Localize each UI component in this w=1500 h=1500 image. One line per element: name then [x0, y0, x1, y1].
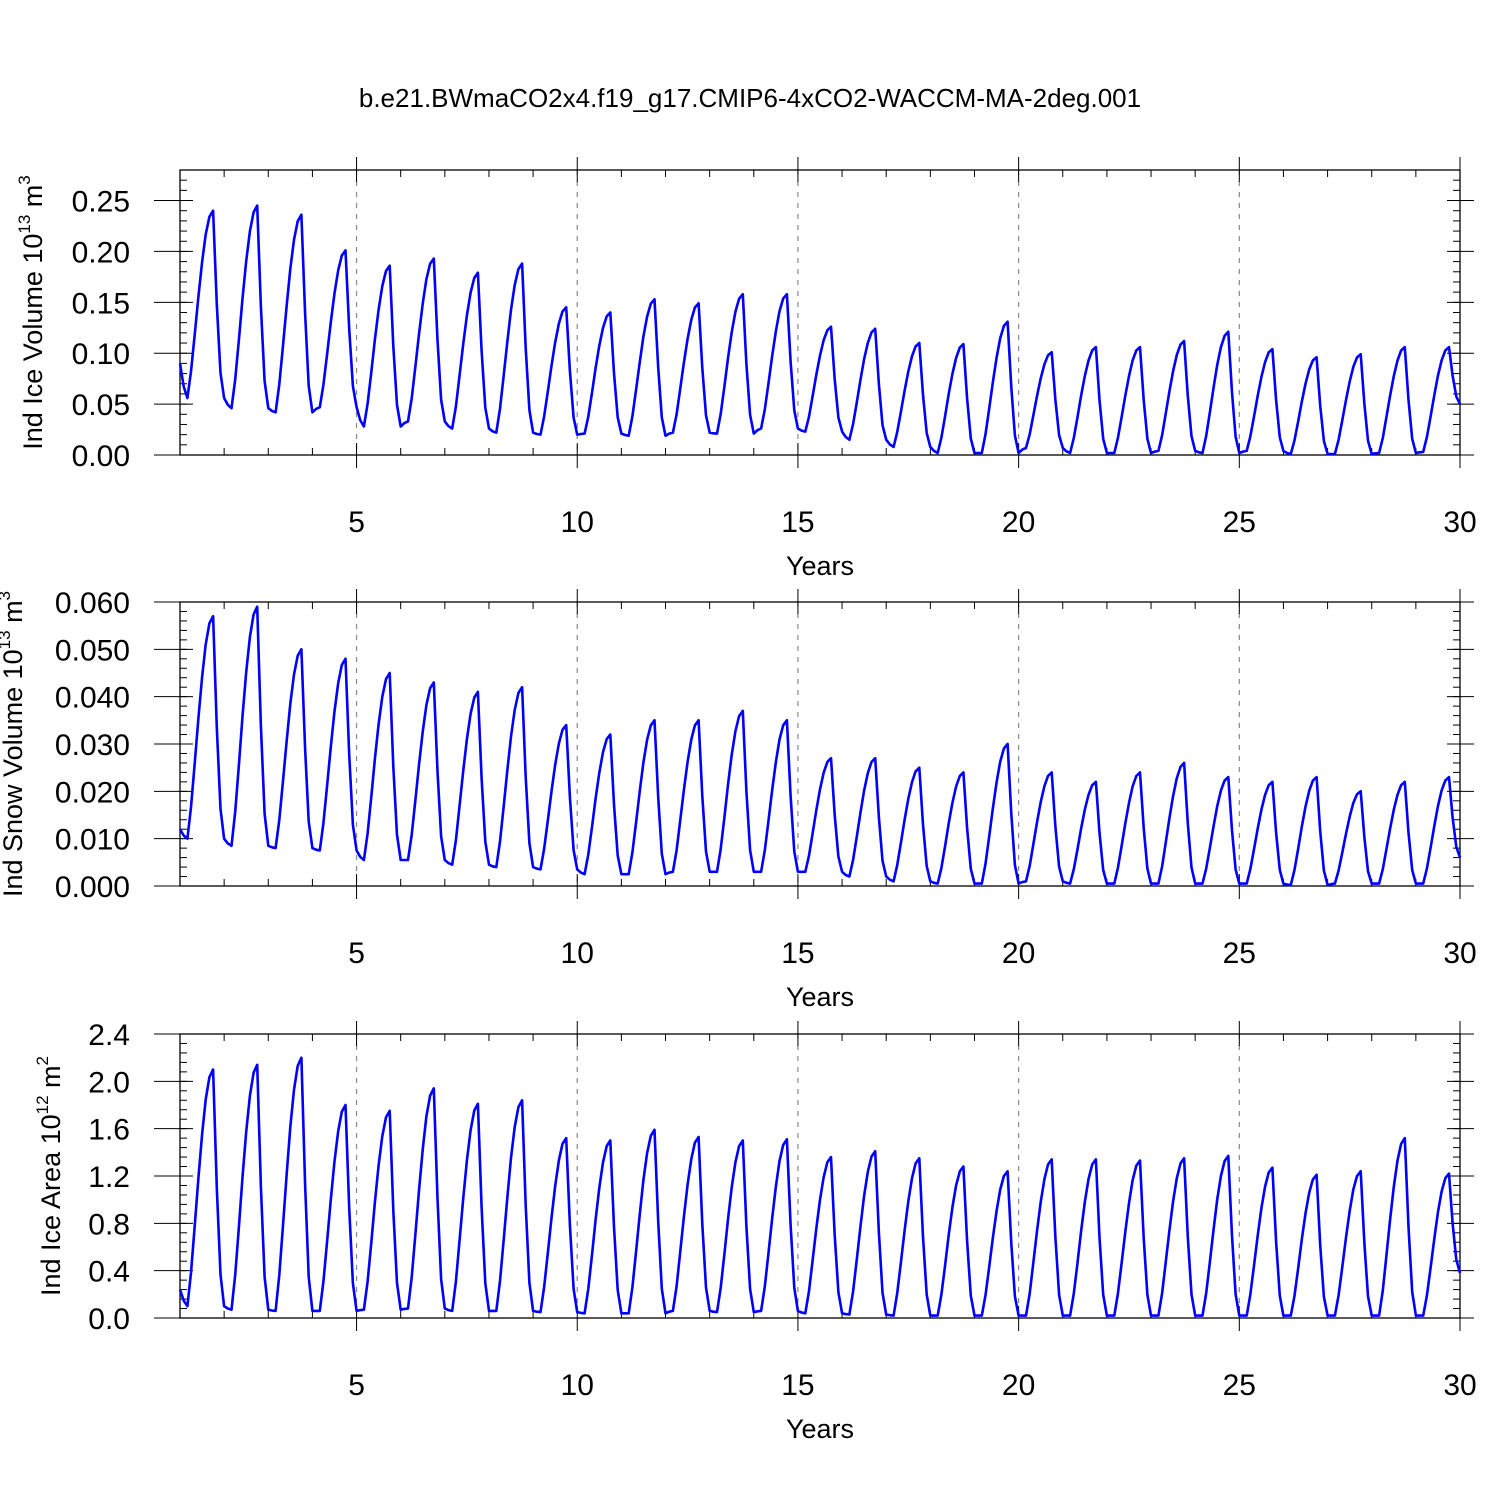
y-tick-label: 0.020 — [55, 776, 130, 809]
x-tick-label: 10 — [561, 506, 594, 539]
x-tick-label: 20 — [1002, 1369, 1035, 1402]
x-tick-label: 25 — [1223, 937, 1256, 970]
y-tick-label: 1.6 — [88, 1114, 130, 1147]
y-axis-title: Ind Snow Volume 1013 m3 — [0, 591, 28, 897]
y-axis-title-exp: 13 — [0, 630, 14, 649]
y-tick-label: 0.0 — [88, 1303, 130, 1336]
y-axis-title-exp: 13 — [15, 215, 34, 234]
x-tick-label: 30 — [1443, 1369, 1476, 1402]
y-tick-label: 0.4 — [88, 1256, 130, 1289]
x-axis-title: Years — [786, 1414, 854, 1444]
x-tick-label: 20 — [1002, 937, 1035, 970]
x-tick-label: 25 — [1223, 1369, 1256, 1402]
y-axis-title-unit: m — [36, 1065, 66, 1095]
x-axis-title: Years — [786, 551, 854, 581]
x-tick-label: 30 — [1443, 937, 1476, 970]
series-line-ice-area — [178, 1056, 1462, 1317]
y-tick-label: 0.10 — [72, 338, 130, 371]
y-tick-label: 0.25 — [72, 186, 130, 219]
x-tick-label: 20 — [1002, 506, 1035, 539]
y-axis-title: Ind Ice Area 1012 m2 — [33, 1056, 66, 1296]
y-axis-title: Ind Ice Volume 1013 m3 — [15, 175, 48, 450]
y-tick-label: 0.000 — [55, 871, 130, 904]
chart-title: b.e21.BWmaCO2x4.f19_g17.CMIP6-4xCO2-WACC… — [359, 83, 1141, 113]
y-axis-title-text: Ind Snow Volume 10 — [0, 649, 28, 897]
y-tick-label: 0.15 — [72, 287, 130, 320]
y-tick-label: 0.040 — [55, 682, 130, 715]
x-tick-label: 15 — [781, 1369, 814, 1402]
x-tick-label: 5 — [348, 506, 365, 539]
x-tick-label: 10 — [561, 1369, 594, 1402]
x-tick-label: 5 — [348, 937, 365, 970]
y-axis-title-unit: m — [18, 185, 48, 215]
y-tick-label: 0.050 — [55, 634, 130, 667]
y-tick-label: 0.20 — [72, 236, 130, 269]
series-line-snow-volume — [178, 605, 1462, 887]
x-axis-title: Years — [786, 982, 854, 1012]
y-tick-label: 0.060 — [55, 587, 130, 620]
x-tick-label: 10 — [561, 937, 594, 970]
y-axis-title-unit-exp: 3 — [0, 591, 14, 600]
x-tick-label: 30 — [1443, 506, 1476, 539]
x-tick-label: 25 — [1223, 506, 1256, 539]
chart-panels: 5 10 15 20 25 30Years0.000.050.100.150.200.25… — [0, 157, 1477, 1444]
panel-ice-volume: 5 10 15 20 25 30 Years 0.00 0.05 0.10 0.15 0.20 0.25… — [15, 157, 1477, 581]
x-tick-label: 15 — [781, 937, 814, 970]
panel-snow-volume: 5 10 15 20 25 30 Years 0.000 0.010 0.020 0.030 0.04… — [0, 587, 1477, 1012]
y-axis-title-unit-exp: 2 — [33, 1056, 52, 1065]
x-tick-label: 5 — [348, 1369, 365, 1402]
plot-frame — [179, 169, 1461, 456]
panel-ice-area: 5 10 15 20 25 30 Years 0.0 0.4 0.8 1.2 1.6 2.0 2.4 Ind… — [33, 1019, 1477, 1444]
x-tick-label: 15 — [781, 506, 814, 539]
y-axis-title-unit-exp: 3 — [15, 175, 34, 184]
y-tick-label: 2.4 — [88, 1019, 130, 1052]
y-axis-title-unit: m — [0, 600, 28, 630]
y-tick-label: 0.030 — [55, 729, 130, 762]
y-tick-label: 0.8 — [88, 1208, 130, 1241]
y-tick-label: 0.010 — [55, 824, 130, 857]
y-tick-label: 1.2 — [88, 1161, 130, 1194]
y-tick-label: 0.00 — [72, 440, 130, 473]
y-axis-title-text: Ind Ice Area 10 — [36, 1114, 66, 1296]
y-axis-title-text: Ind Ice Volume 10 — [18, 234, 48, 450]
series-line-ice-volume — [178, 204, 1462, 456]
plot-frame — [179, 601, 1461, 887]
y-tick-label: 0.05 — [72, 389, 130, 422]
y-tick-label: 2.0 — [88, 1066, 130, 1099]
y-axis-title-exp: 12 — [33, 1095, 52, 1114]
